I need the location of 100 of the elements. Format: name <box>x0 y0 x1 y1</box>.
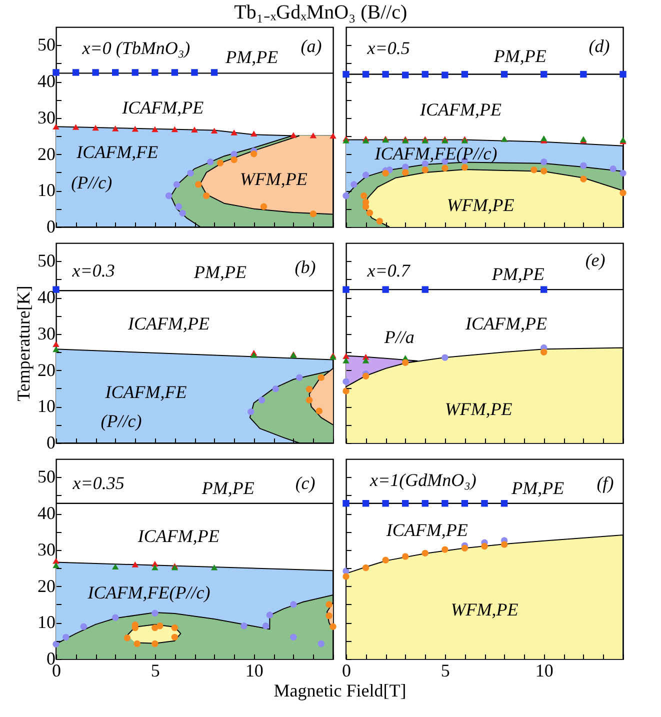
point <box>230 156 238 164</box>
point <box>580 176 587 182</box>
y-tick-label: 30 <box>38 107 56 128</box>
point <box>152 69 158 76</box>
y-tick-label: 40 <box>38 71 56 92</box>
point <box>342 353 350 359</box>
point <box>306 396 313 404</box>
point <box>306 386 313 393</box>
point <box>191 69 198 76</box>
point <box>326 601 332 608</box>
y-tick-label: 0 <box>46 432 56 452</box>
y-axis-title: Temperature[K] <box>14 286 34 402</box>
point <box>112 564 119 570</box>
point <box>191 126 198 132</box>
annotation: (a) <box>300 36 322 56</box>
point <box>171 126 178 132</box>
point <box>500 70 508 78</box>
point <box>342 378 350 385</box>
point <box>124 634 131 642</box>
annotation: ICAFM,PE <box>121 97 204 118</box>
y-tick-label: 10 <box>38 180 56 200</box>
point <box>72 69 80 76</box>
point <box>342 388 350 394</box>
point <box>318 640 324 648</box>
point <box>402 553 409 560</box>
point <box>402 500 409 507</box>
point <box>92 124 99 131</box>
point <box>442 164 448 172</box>
point <box>342 286 350 293</box>
y-tick-label: 20 <box>38 360 56 380</box>
x-tick-label: 5 <box>440 660 450 680</box>
annotation: (e) <box>585 250 606 270</box>
point <box>342 500 350 507</box>
point <box>362 70 370 78</box>
point <box>540 348 548 356</box>
point <box>62 634 70 641</box>
annotation: ICAFM,PE <box>136 526 220 546</box>
x-axis-title: Magnetic Field[T] <box>274 680 406 700</box>
annotation: ICAFM,PE <box>127 313 210 334</box>
annotation: PM,PE <box>224 46 278 67</box>
y-tick-label: 50 <box>38 250 56 271</box>
annotation: PM,PE <box>510 478 564 498</box>
point <box>152 640 158 648</box>
point <box>382 500 389 507</box>
point <box>540 168 548 174</box>
y-tick-label: 40 <box>38 287 56 308</box>
point <box>52 562 60 568</box>
point <box>442 72 448 78</box>
point <box>580 70 587 78</box>
point <box>620 70 626 78</box>
point <box>402 169 409 176</box>
point <box>210 69 218 76</box>
point <box>316 408 323 414</box>
point <box>402 359 409 366</box>
point <box>342 358 350 364</box>
y-tick-label: 50 <box>38 34 56 55</box>
point <box>179 210 186 217</box>
point <box>461 70 468 78</box>
point <box>134 640 140 648</box>
point <box>52 346 60 352</box>
point <box>530 166 538 174</box>
annotation: PM,PE <box>490 264 544 284</box>
annotation: ICAFM,PE <box>464 313 548 334</box>
point <box>250 150 258 158</box>
y-tick-label: 20 <box>38 576 56 596</box>
annotation: PM,PE <box>200 478 254 498</box>
point <box>296 374 303 381</box>
point <box>342 70 350 78</box>
annotation: x=0.35 <box>72 473 124 494</box>
point <box>422 70 428 78</box>
point <box>240 622 248 630</box>
y-tick-label: 50 <box>38 466 56 487</box>
point <box>362 203 370 210</box>
point <box>52 640 60 648</box>
annotation: x=0.3 <box>71 260 115 280</box>
point <box>152 610 158 617</box>
point <box>442 354 448 361</box>
point <box>248 408 254 416</box>
point <box>382 556 389 564</box>
annotation: ICAFM,FE(P//c) <box>374 144 498 164</box>
annotation: ICAFM,FE <box>76 142 158 162</box>
point <box>250 130 258 136</box>
point <box>382 170 389 177</box>
annotation: x=1(GdMnO₃) <box>368 470 476 490</box>
point <box>262 622 270 630</box>
point <box>580 162 587 169</box>
point <box>210 128 218 134</box>
point <box>540 70 548 78</box>
annotation: (f) <box>596 473 614 494</box>
point <box>72 124 80 130</box>
annotation: ICAFM,FE(P//c) <box>86 582 210 603</box>
point <box>52 341 60 347</box>
point <box>540 286 548 293</box>
point <box>382 286 389 293</box>
annotation: PM,PE <box>192 262 246 282</box>
point <box>195 181 202 188</box>
annotation: x=0.7 <box>366 260 411 280</box>
point <box>362 564 370 572</box>
point <box>620 170 626 177</box>
point <box>422 286 428 293</box>
